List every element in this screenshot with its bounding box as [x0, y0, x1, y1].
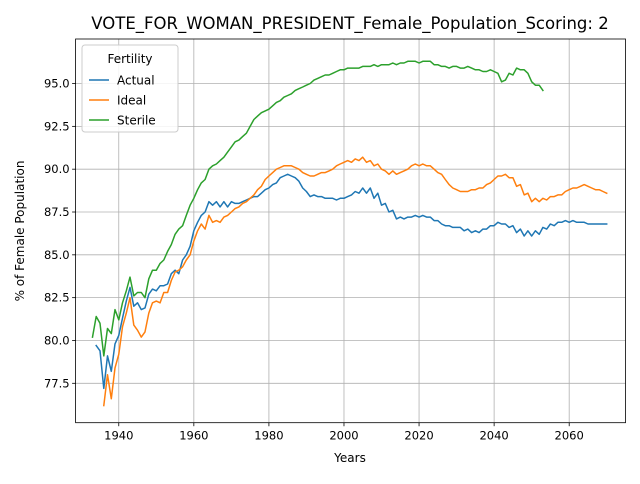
x-tick-label: 1960 [179, 429, 208, 443]
legend-items: Actual Ideal Sterile [89, 74, 156, 128]
series-line-sterile [91, 60, 544, 357]
x-tick-label: 2000 [329, 429, 358, 443]
x-tick-label: 1980 [254, 429, 283, 443]
y-tick-label: 95.0 [44, 77, 70, 91]
y-tick-label: 82.5 [44, 291, 70, 305]
grid-lines [75, 39, 626, 423]
chart-title: VOTE_FOR_WOMAN_PRESIDENT_Female_Populati… [91, 14, 608, 34]
x-tick-label: 2020 [404, 429, 433, 443]
y-tick-label: 92.5 [44, 119, 70, 133]
x-tick-label: 2060 [555, 429, 584, 443]
legend-box [81, 44, 179, 133]
x-tick-label: 1940 [104, 429, 133, 443]
legend-label-sterile: Sterile [117, 114, 156, 128]
legend: Fertility Actual Ideal Sterile [81, 44, 179, 133]
legend-label-actual: Actual [117, 74, 155, 88]
y-tick-label: 87.5 [44, 205, 70, 219]
x-axis-label: Years [333, 451, 366, 465]
legend-label-ideal: Ideal [117, 94, 146, 108]
x-tick-label: 2040 [479, 429, 508, 443]
y-axis-ticks: 77.5 80.0 82.5 85.0 87.5 90.0 92.5 95.0 [44, 77, 76, 390]
series-line-ideal [102, 156, 608, 407]
series-line-actual [95, 173, 608, 390]
x-axis-ticks: 1940 1960 1980 2000 2020 2040 2060 [104, 422, 584, 443]
legend-title: Fertility [107, 52, 152, 66]
y-tick-label: 90.0 [44, 162, 70, 176]
plot-frame [75, 38, 626, 424]
y-axis-label: % of Female Population [13, 161, 27, 302]
series-lines [91, 60, 608, 407]
y-tick-label: 85.0 [44, 248, 70, 262]
y-tick-label: 80.0 [44, 333, 70, 347]
y-tick-label: 77.5 [44, 376, 70, 390]
